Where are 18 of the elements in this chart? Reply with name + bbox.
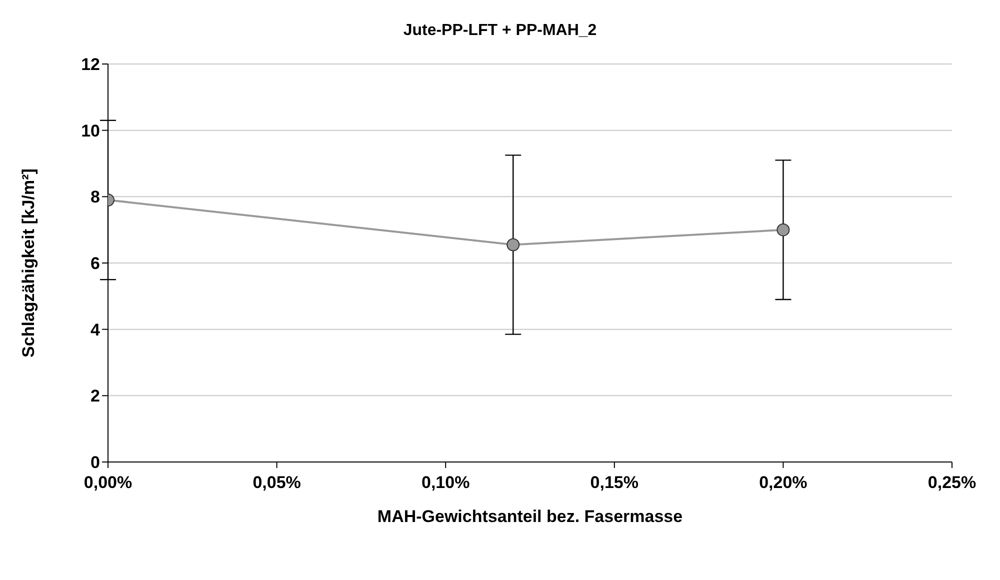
y-tick-label: 10 — [81, 121, 100, 140]
point — [776, 223, 790, 236]
y-tick-label: 6 — [90, 254, 100, 274]
x-tick-label: 0,00% — [84, 473, 132, 492]
chart-title: Jute-PP-LFT + PP-MAH_2 — [402, 21, 598, 41]
x-tick-label: 0,10% — [422, 473, 470, 492]
y-tick-label: 8 — [90, 188, 100, 207]
x-axis-title: MAH-Gewichtsanteil bez. Fasermasse — [377, 507, 683, 526]
x-tick-label: 0,05% — [252, 473, 301, 492]
x-tick-label: 0,15% — [590, 473, 638, 492]
y-tick-label: 2 — [90, 386, 100, 406]
y-tick-label: 0 — [90, 453, 100, 472]
point — [506, 238, 520, 252]
x-tick-label: 0,25% — [928, 473, 976, 492]
y-tick-label: 4 — [90, 320, 101, 340]
y-axis-title: Schlagzähigkeit [kJ/m²] — [19, 168, 38, 358]
x-tick-label: 0,20% — [759, 473, 808, 492]
y-tick-label: 12 — [81, 55, 100, 74]
